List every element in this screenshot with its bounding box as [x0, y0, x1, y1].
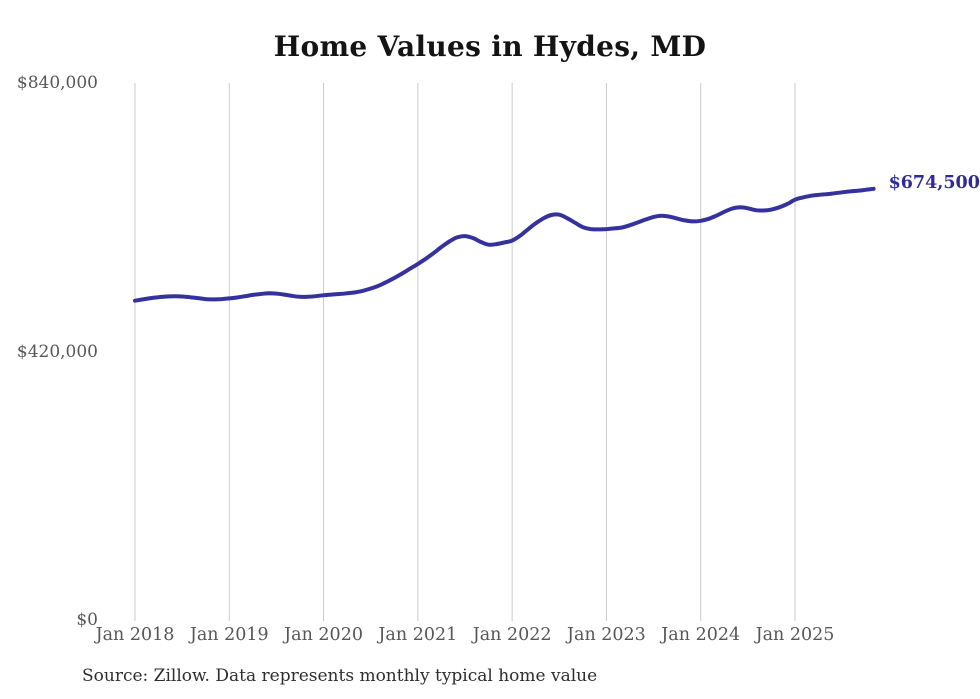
gridlines — [134, 83, 796, 621]
source-note: Source: Zillow. Data represents monthly … — [82, 666, 598, 686]
x-tick-label: Jan 2021 — [378, 625, 458, 645]
x-tick-label: Jan 2020 — [284, 625, 363, 645]
x-tick-label: Jan 2018 — [95, 625, 175, 645]
x-tick-label: Jan 2022 — [472, 625, 552, 645]
y-tick-label: $420,000 — [16, 341, 98, 362]
latest-value-label: $674,500 — [888, 172, 980, 193]
y-tick-label: $0 — [76, 610, 98, 630]
x-tick-label: Jan 2025 — [755, 625, 835, 645]
x-tick-label: Jan 2023 — [567, 625, 646, 645]
chart-title: Home Values in Hydes, MD — [273, 30, 707, 63]
home-value-line-series — [133, 186, 876, 303]
x-tick-label: Jan 2019 — [189, 625, 269, 645]
x-tick-label: Jan 2024 — [661, 625, 741, 645]
y-tick-label: $840,000 — [16, 73, 98, 93]
